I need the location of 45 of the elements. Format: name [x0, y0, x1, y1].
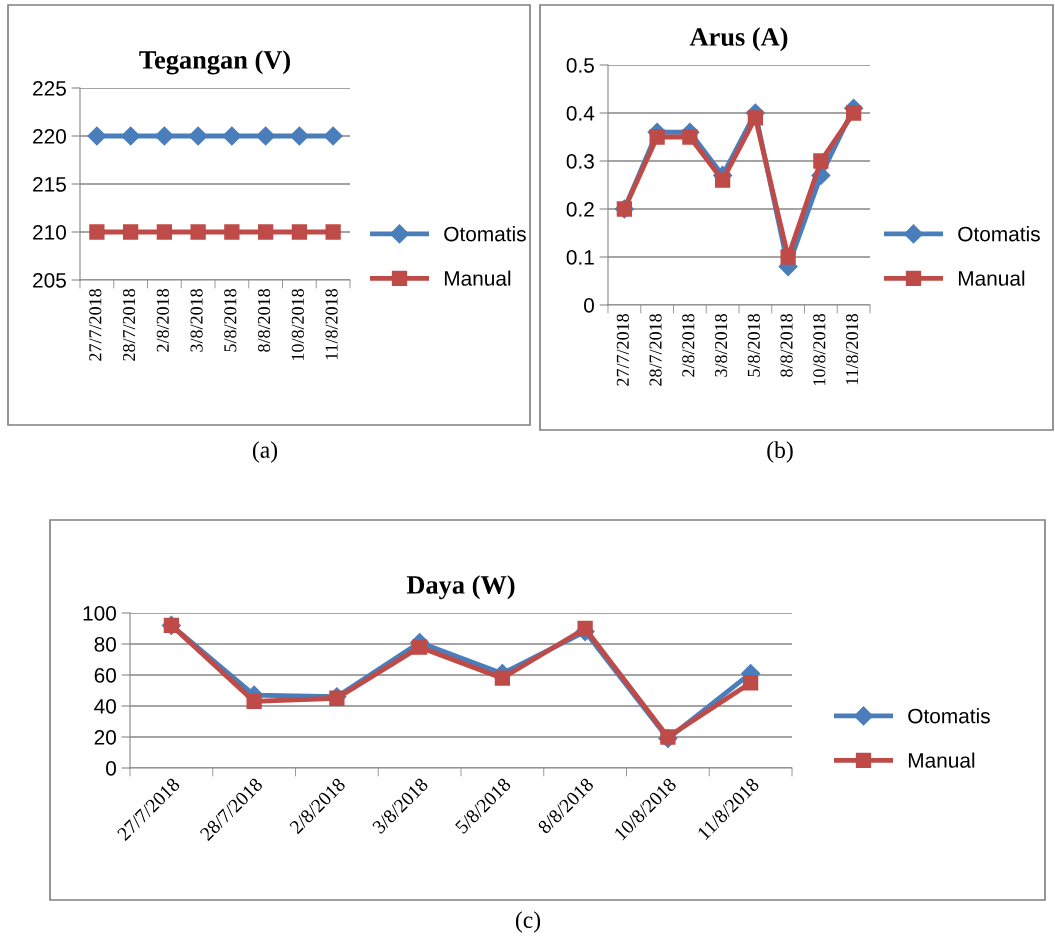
x-tick-label: 2/8/2018 [156, 289, 169, 352]
x-tick-label: 8/8/2018 [257, 289, 271, 352]
y-tick-label: 20 [94, 730, 116, 745]
y-tick-label: 0 [584, 298, 594, 313]
y-tick-label: 100 [83, 606, 116, 621]
y-tick-label: 80 [94, 637, 116, 652]
x-tick-label: 11/8/2018 [845, 314, 859, 385]
text: (c) [515, 911, 541, 933]
legend-label: Manual [958, 270, 1025, 286]
y-tick-label: 220 [33, 129, 66, 144]
legend-label: Manual [908, 752, 975, 768]
y-tick-label: 0.5 [566, 58, 594, 73]
y-tick-label: 215 [33, 177, 66, 192]
y-tick-label: 225 [33, 81, 66, 96]
chart-title: Tegangan (V) [139, 50, 290, 75]
x-tick-label: 5/8/2018 [224, 289, 237, 352]
chart-title: Daya (W) [406, 575, 515, 600]
y-tick-label: 210 [33, 225, 66, 240]
legend-label: Otomatis [444, 226, 526, 242]
x-tick-label: 27/7/2018 [616, 314, 629, 386]
x-tick-label: 10/8/2018 [291, 289, 304, 360]
x-tick-label: 8/8/2018 [780, 314, 793, 377]
chart-title: Arus (A) [689, 27, 788, 52]
legend-label: Otomatis [958, 226, 1040, 242]
x-tick-label: 3/8/2018 [190, 289, 203, 352]
text: (b) [767, 441, 793, 463]
y-tick-label: 40 [94, 699, 116, 714]
y-tick-label: 0.4 [566, 106, 595, 121]
x-tick-label: 5/8/2018 [747, 314, 760, 377]
x-tick-label: 11/8/2018 [325, 289, 338, 360]
x-tick-label: 28/7/2018 [649, 314, 662, 386]
x-tick-label: 2/8/2018 [682, 314, 695, 377]
x-tick-label: 28/7/2018 [122, 289, 136, 361]
y-tick-label: 0.2 [566, 202, 594, 217]
legend-label: Manual [444, 270, 511, 286]
y-tick-label: 60 [94, 668, 116, 683]
legend-label: Otomatis [908, 708, 990, 724]
y-tick-label: 0.1 [566, 250, 594, 265]
y-tick-label: 0 [106, 761, 116, 776]
x-tick-label: 10/8/2018 [813, 314, 826, 385]
x-tick-label: 27/7/2018 [89, 289, 102, 361]
x-tick-label: 3/8/2018 [714, 314, 728, 377]
y-tick-label: 205 [33, 273, 66, 288]
y-tick-label: 0.3 [566, 154, 594, 169]
text: (a) [252, 441, 278, 463]
